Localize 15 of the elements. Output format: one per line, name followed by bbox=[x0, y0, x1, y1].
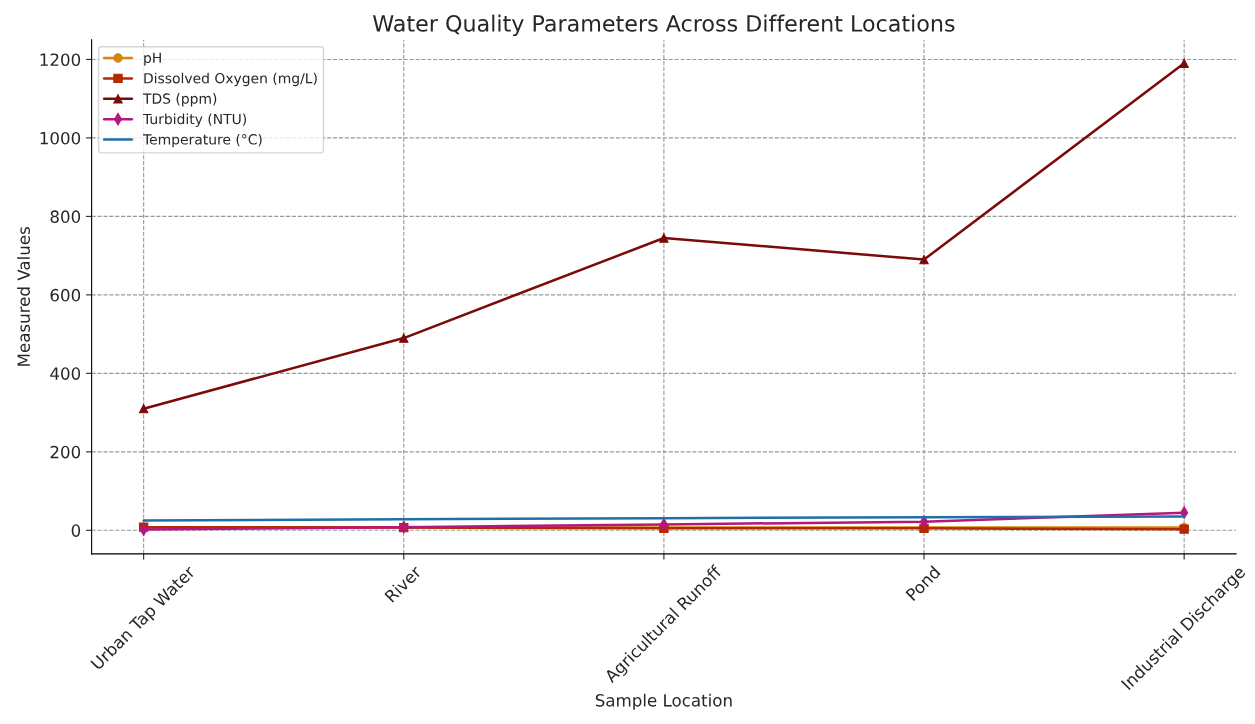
chart-title: Water Quality Parameters Across Different Locations bbox=[372, 14, 955, 37]
y-tick-label: 800 bbox=[50, 210, 81, 223]
legend-label: Temperature (°C) bbox=[142, 133, 262, 148]
y-tick-label: 1000 bbox=[40, 131, 81, 145]
y-tick-label: 1200 bbox=[40, 53, 81, 67]
y-tick-label: 200 bbox=[50, 445, 81, 459]
y-tick-label: 600 bbox=[50, 288, 81, 302]
y-axis-title: Measured Values bbox=[17, 227, 30, 366]
legend-label: Dissolved Oxygen (mg/L) bbox=[144, 72, 317, 87]
legend-label: Turbidity (NTU) bbox=[142, 113, 247, 127]
x-axis-title: Sample Location bbox=[595, 693, 732, 710]
legend-label: pH bbox=[144, 52, 161, 66]
y-tick-label: 400 bbox=[50, 367, 81, 380]
legend-label: TDS (ppm) bbox=[142, 93, 217, 107]
y-tick-label: 0 bbox=[71, 524, 81, 537]
